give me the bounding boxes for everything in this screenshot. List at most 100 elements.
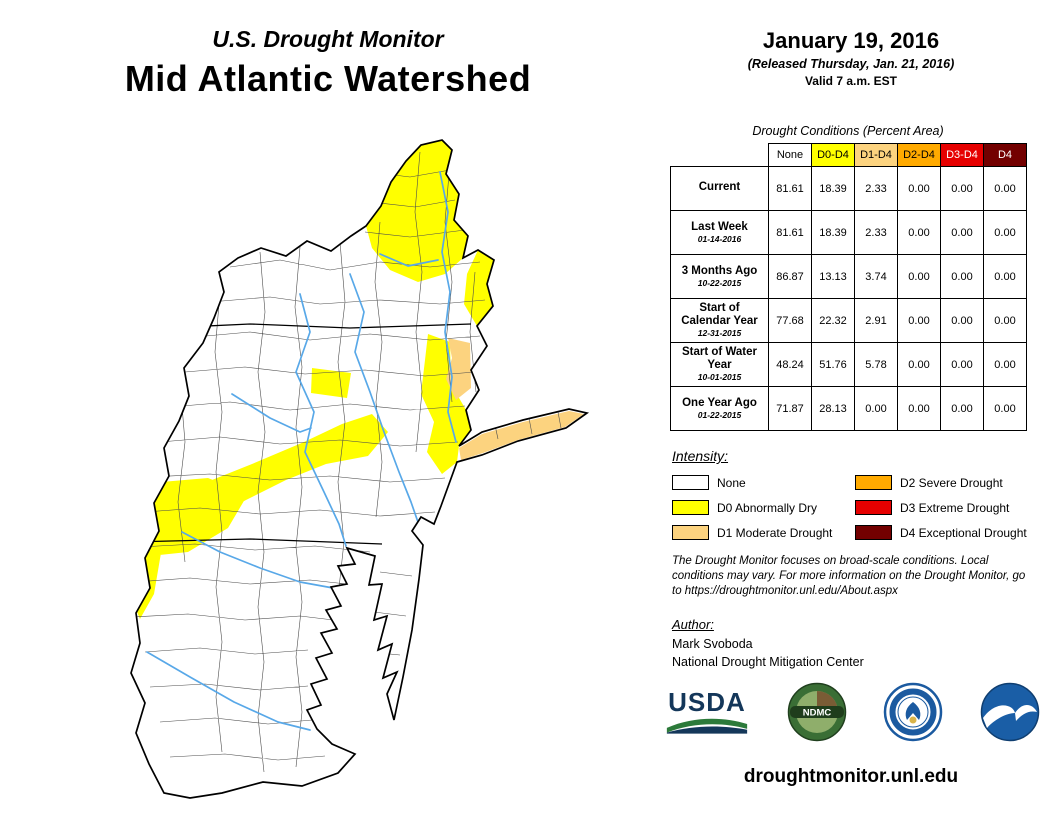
commerce-logo (883, 682, 943, 742)
value-cell: 0.00 (940, 386, 984, 431)
info-panel: January 19, 2016 (Released Thursday, Jan… (656, 0, 1046, 816)
report-date: January 19, 2016 (762, 28, 940, 53)
value-cell: 0.00 (854, 386, 898, 431)
legend-label: D1 Moderate Drought (717, 525, 833, 540)
column-header: D0-D4 (811, 143, 855, 167)
value-cell: 48.24 (768, 342, 812, 387)
table-row: One Year Ago 01-22-2015 71.87 28.13 0.00… (670, 386, 1027, 431)
row-label-date: 01-22-2015 (697, 409, 742, 420)
legend-swatch (672, 500, 709, 515)
value-cell: 51.76 (811, 342, 855, 387)
author-heading: Author: (672, 617, 714, 632)
legend-swatch (672, 475, 709, 490)
table-row: 3 Months Ago 10-22-2015 86.87 13.13 3.74… (670, 254, 1027, 299)
legend-swatch (855, 525, 892, 540)
drought-map (130, 139, 588, 799)
value-cell: 0.00 (897, 254, 941, 299)
author-organization: National Drought Mitigation Center (672, 655, 864, 669)
d1-areas (446, 338, 584, 460)
row-label-date: 12-31-2015 (697, 328, 742, 339)
value-cell: 77.68 (768, 298, 812, 343)
value-cell: 3.74 (854, 254, 898, 299)
value-cell: 18.39 (811, 166, 855, 211)
row-label: 3 Months Ago 10-22-2015 (670, 254, 769, 299)
ndmc-logo: NDMC (787, 682, 847, 742)
row-label: Current (670, 166, 769, 211)
rivers (146, 171, 457, 731)
disclaimer-text: The Drought Monitor focuses on broad-sca… (672, 555, 1026, 598)
value-cell: 2.33 (854, 166, 898, 211)
legend-item: D2 Severe Drought (855, 475, 1040, 490)
legend-item: None (672, 475, 855, 490)
legend-item: D1 Moderate Drought (672, 525, 855, 540)
value-cell: 0.00 (940, 210, 984, 255)
legend-item: D3 Extreme Drought (855, 500, 1040, 515)
valid-time: Valid 7 a.m. EST (804, 74, 898, 88)
release-date: (Released Thursday, Jan. 21, 2016) (747, 57, 955, 71)
value-cell: 0.00 (983, 298, 1027, 343)
commerce-seal-icon (884, 682, 943, 742)
value-cell: 81.61 (768, 166, 812, 211)
value-cell: 18.39 (811, 210, 855, 255)
value-cell: 0.00 (983, 210, 1027, 255)
value-cell: 28.13 (811, 386, 855, 431)
noaa-logo (980, 682, 1040, 742)
value-cell: 22.32 (811, 298, 855, 343)
legend-label: D3 Extreme Drought (900, 500, 1010, 515)
county-lines (131, 151, 562, 773)
value-cell: 0.00 (940, 342, 984, 387)
row-label-date: 10-22-2015 (697, 277, 742, 288)
usda-field-icon (666, 718, 748, 734)
column-header: D4 (983, 143, 1027, 167)
value-cell: 81.61 (768, 210, 812, 255)
value-cell: 0.00 (983, 342, 1027, 387)
value-cell: 0.00 (940, 254, 984, 299)
value-cell: 2.91 (854, 298, 898, 343)
value-cell: 0.00 (983, 386, 1027, 431)
value-cell: 5.78 (854, 342, 898, 387)
table-row: Last Week 01-14-2016 81.61 18.39 2.33 0.… (670, 210, 1027, 255)
value-cell: 0.00 (897, 342, 941, 387)
row-label-text: Current (698, 181, 741, 194)
table-row: Current 81.61 18.39 2.33 0.00 0.00 0.00 (670, 166, 1027, 211)
row-label-text: Start of Calendar Year (681, 301, 758, 328)
legend-heading: Intensity: (672, 448, 729, 464)
ndmc-seal-icon: NDMC (787, 682, 846, 742)
usda-logo: USDA (664, 689, 750, 735)
row-label-text: 3 Months Ago (681, 264, 758, 277)
legend-label: D0 Abnormally Dry (717, 500, 818, 515)
value-cell: 71.87 (768, 386, 812, 431)
author-name: Mark Svoboda (672, 637, 753, 651)
row-label-text: One Year Ago (682, 396, 757, 409)
row-label: Start of Water Year 10-01-2015 (670, 342, 769, 387)
watershed-base (131, 140, 587, 798)
legend-swatch (855, 475, 892, 490)
website-url: droughtmonitor.unl.edu (743, 766, 959, 787)
row-label-date: 10-01-2015 (697, 372, 742, 383)
table-caption: Drought Conditions (Percent Area) (752, 124, 944, 138)
value-cell: 0.00 (897, 386, 941, 431)
value-cell: 0.00 (897, 298, 941, 343)
report-supertitle: U.S. Drought Monitor (212, 26, 444, 52)
legend-swatch (672, 525, 709, 540)
row-label-date: 01-14-2016 (697, 233, 742, 244)
legend: None D0 Abnormally Dry D1 Moderate Droug… (672, 470, 1040, 545)
value-cell: 13.13 (811, 254, 855, 299)
table-row: Start of Water Year 10-01-2015 48.24 51.… (670, 342, 1027, 387)
date-block: January 19, 2016 (Released Thursday, Jan… (656, 28, 1046, 88)
logo-row: USDA NDMC (664, 682, 1040, 742)
row-label: One Year Ago 01-22-2015 (670, 386, 769, 431)
legend-label: D4 Exceptional Drought (900, 525, 1027, 540)
table-row: Start of Calendar Year 12-31-2015 77.68 … (670, 298, 1027, 343)
drought-conditions-table: None D0-D4 D1-D4 D2-D4 D3-D4 D4 Current … (670, 143, 1027, 431)
column-header: D1-D4 (854, 143, 898, 167)
row-label: Last Week 01-14-2016 (670, 210, 769, 255)
row-label: Start of Calendar Year 12-31-2015 (670, 298, 769, 343)
table-header-row: None D0-D4 D1-D4 D2-D4 D3-D4 D4 (671, 143, 1027, 167)
value-cell: 86.87 (768, 254, 812, 299)
legend-item: D4 Exceptional Drought (855, 525, 1040, 540)
value-cell: 0.00 (897, 210, 941, 255)
legend-label: D2 Severe Drought (900, 475, 1003, 490)
value-cell: 0.00 (940, 298, 984, 343)
